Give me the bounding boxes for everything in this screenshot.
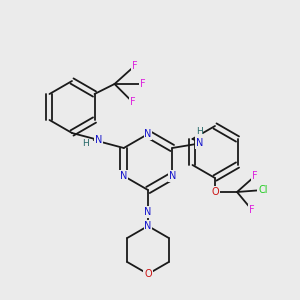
- Text: N: N: [144, 207, 152, 217]
- Text: N: N: [144, 221, 152, 231]
- Text: F: F: [249, 205, 255, 215]
- Text: F: F: [252, 171, 258, 181]
- Text: F: F: [132, 61, 137, 71]
- Text: H: H: [82, 140, 89, 148]
- Text: N: N: [144, 129, 152, 139]
- Text: N: N: [120, 171, 127, 181]
- Text: Cl: Cl: [258, 185, 268, 195]
- Text: F: F: [140, 79, 145, 89]
- Text: N: N: [95, 135, 102, 145]
- Text: O: O: [211, 187, 219, 197]
- Text: F: F: [130, 97, 135, 107]
- Text: H: H: [196, 128, 202, 136]
- Text: N: N: [169, 171, 176, 181]
- Text: N: N: [196, 138, 203, 148]
- Text: O: O: [144, 269, 152, 279]
